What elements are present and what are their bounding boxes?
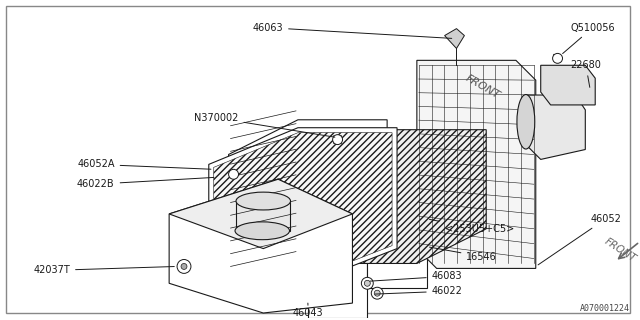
- Ellipse shape: [235, 222, 289, 240]
- Polygon shape: [228, 120, 387, 273]
- Ellipse shape: [517, 94, 535, 149]
- Text: <253U5+C5>: <253U5+C5>: [429, 220, 514, 234]
- Text: 16546: 16546: [429, 247, 497, 261]
- Circle shape: [364, 280, 371, 286]
- Circle shape: [374, 290, 380, 296]
- Text: 22680: 22680: [570, 60, 602, 87]
- Text: FRONT: FRONT: [602, 237, 637, 264]
- Text: 46022: 46022: [375, 286, 463, 296]
- Ellipse shape: [236, 192, 291, 210]
- Circle shape: [181, 263, 187, 269]
- Polygon shape: [445, 28, 465, 48]
- Polygon shape: [169, 179, 353, 249]
- Polygon shape: [209, 128, 397, 283]
- Polygon shape: [214, 133, 392, 278]
- Circle shape: [177, 260, 191, 273]
- Polygon shape: [236, 201, 290, 231]
- Text: 46063: 46063: [252, 23, 452, 38]
- Polygon shape: [526, 95, 586, 159]
- Text: 46043: 46043: [293, 303, 324, 318]
- Circle shape: [552, 53, 563, 63]
- Text: FRONT: FRONT: [464, 73, 502, 100]
- Circle shape: [333, 135, 342, 145]
- Circle shape: [228, 169, 239, 179]
- Polygon shape: [367, 194, 427, 288]
- Text: Q510056: Q510056: [563, 23, 615, 53]
- Polygon shape: [308, 239, 367, 318]
- Circle shape: [362, 277, 373, 289]
- Text: 46052A: 46052A: [77, 159, 211, 169]
- Polygon shape: [417, 60, 536, 268]
- Text: 46052: 46052: [538, 214, 621, 265]
- Text: N370002: N370002: [194, 113, 335, 137]
- Text: A070001224: A070001224: [580, 304, 630, 313]
- Text: 46083: 46083: [370, 271, 462, 281]
- Circle shape: [371, 287, 383, 299]
- Polygon shape: [308, 194, 427, 239]
- Polygon shape: [169, 179, 353, 313]
- Polygon shape: [541, 65, 595, 105]
- Text: 42037T: 42037T: [33, 265, 174, 276]
- Text: 46022B: 46022B: [77, 177, 214, 189]
- Polygon shape: [318, 130, 486, 263]
